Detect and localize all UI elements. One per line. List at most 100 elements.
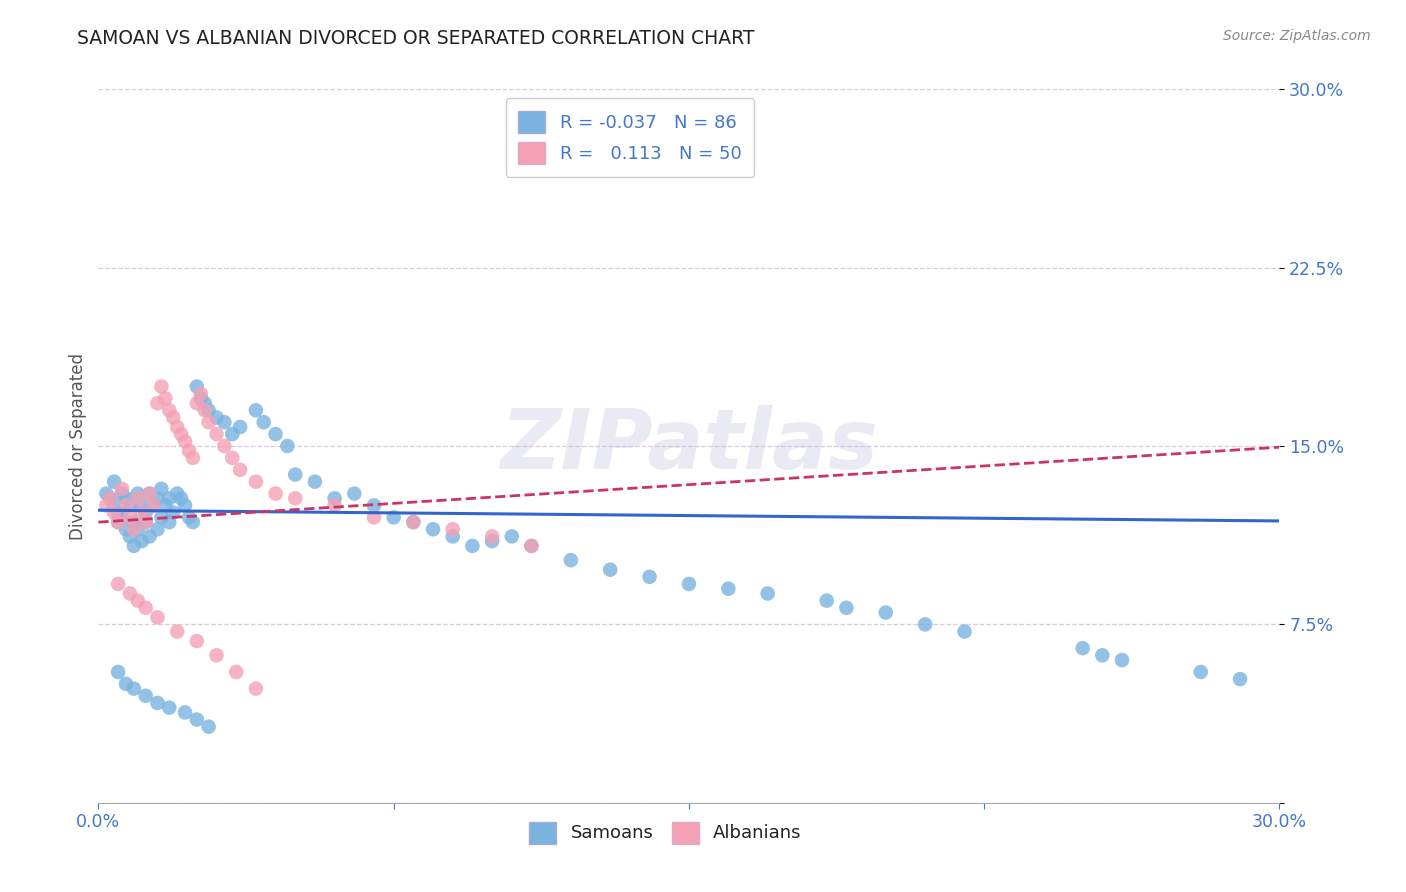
Text: SAMOAN VS ALBANIAN DIVORCED OR SEPARATED CORRELATION CHART: SAMOAN VS ALBANIAN DIVORCED OR SEPARATED… [77,29,755,48]
Point [221,427,243,442]
Point [107,515,129,529]
Point [170,427,193,442]
Point [146,396,169,410]
Point [245,681,267,696]
Point [166,486,188,500]
Point [115,499,138,513]
Point [186,634,208,648]
Point [111,482,134,496]
Point [103,506,125,520]
Point [150,379,173,393]
Point [135,600,157,615]
Point [501,529,523,543]
Point [520,539,543,553]
Point [481,529,503,543]
Point [186,396,208,410]
Point [146,491,169,506]
Point [155,392,177,406]
Point [118,510,141,524]
Point [953,624,976,639]
Point [98,491,121,506]
Point [1071,641,1094,656]
Point [245,403,267,417]
Point [118,586,141,600]
Point [638,570,661,584]
Point [122,539,145,553]
Point [599,563,621,577]
Point [157,700,180,714]
Point [402,515,425,529]
Point [103,499,125,513]
Point [304,475,326,489]
Point [107,515,129,529]
Point [422,522,444,536]
Point [135,515,157,529]
Point [122,522,145,536]
Point [131,506,153,520]
Point [253,415,276,429]
Point [441,529,464,543]
Point [181,515,204,529]
Point [127,491,149,506]
Point [96,486,118,500]
Point [323,491,346,506]
Point [194,403,217,417]
Point [214,415,236,429]
Point [103,475,125,489]
Point [131,534,153,549]
Point [118,529,141,543]
Point [181,450,204,465]
Point [115,522,138,536]
Point [111,510,134,524]
Point [1091,648,1114,663]
Point [115,491,138,506]
Point [142,499,165,513]
Point [205,648,228,663]
Point [186,713,208,727]
Point [166,420,188,434]
Point [118,499,141,513]
Point [111,486,134,500]
Point [135,506,157,520]
Point [170,491,193,506]
Point [177,443,200,458]
Point [1229,672,1251,686]
Point [205,410,228,425]
Point [142,499,165,513]
Point [363,499,385,513]
Point [131,499,153,513]
Point [276,439,298,453]
Text: Source: ZipAtlas.com: Source: ZipAtlas.com [1223,29,1371,44]
Point [150,482,173,496]
Point [197,403,219,417]
Point [461,539,484,553]
Point [284,467,307,482]
Point [402,515,425,529]
Point [107,665,129,679]
Point [225,665,247,679]
Point [214,439,236,453]
Point [441,522,464,536]
Point [229,463,252,477]
Point [190,392,212,406]
Point [146,522,169,536]
Point [221,450,243,465]
Point [205,427,228,442]
Point [157,515,180,529]
Point [177,510,200,524]
Point [363,510,385,524]
Point [197,415,219,429]
Point [815,593,838,607]
Point [343,486,366,500]
Point [323,499,346,513]
Point [190,386,212,401]
Point [162,410,184,425]
Point [157,491,180,506]
Point [127,593,149,607]
Point [146,610,169,624]
Point [107,577,129,591]
Text: ZIPatlas: ZIPatlas [501,406,877,486]
Point [678,577,700,591]
Point [135,689,157,703]
Point [107,506,129,520]
